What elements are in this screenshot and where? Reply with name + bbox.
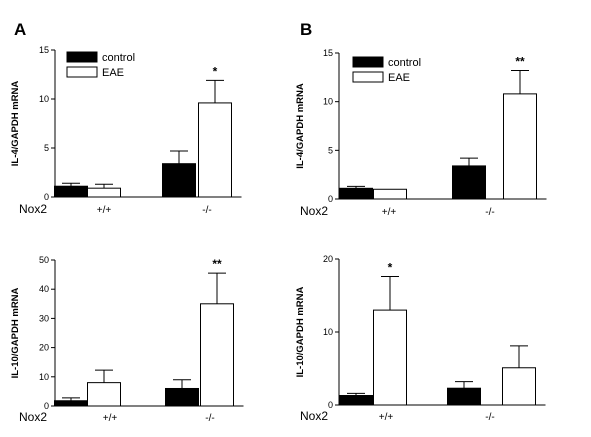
bar-eae-wt	[373, 188, 407, 200]
significance-marker: **	[515, 55, 525, 69]
legend-swatch	[352, 71, 384, 83]
legend-label: control	[388, 57, 421, 69]
category-label: -/-	[485, 412, 494, 423]
bar-eae-ko	[200, 303, 234, 407]
category-label: +/+	[103, 413, 118, 424]
legend-label: control	[102, 52, 135, 64]
y-tick-label: 15	[39, 45, 49, 55]
y-tick-label: 20	[323, 254, 333, 264]
legend-swatch	[66, 51, 98, 63]
panel-letter-b: B	[300, 20, 312, 39]
bar-eae-ko	[503, 93, 537, 200]
x-axis-label: Nox2	[300, 204, 328, 218]
category-label: +/+	[379, 412, 394, 423]
chart-panel-2: 0 5 10 15 IL-4/GAPDH mRNA ** Nox2 +/+ -/- control…	[295, 48, 547, 218]
category-label: -/-	[485, 207, 494, 218]
x-axis-label: Nox2	[300, 409, 328, 423]
y-axis-label: IL-10/GAPDH mRNA	[10, 287, 21, 378]
bar-control-ko	[162, 163, 196, 198]
bar-control-ko	[452, 165, 486, 200]
panel-letter-a: A	[14, 20, 26, 39]
bar-eae-wt	[373, 309, 407, 406]
y-tick-label: 20	[39, 343, 49, 353]
y-tick-label: 5	[328, 145, 333, 155]
significance-marker: *	[213, 64, 218, 78]
y-tick-label: 10	[323, 97, 333, 107]
y-tick-label: 50	[39, 255, 49, 265]
x-axis-label: Nox2	[19, 410, 47, 424]
y-tick-label: 10	[323, 327, 333, 337]
bar-eae-wt	[87, 187, 121, 198]
chart-panel-4: 0 10 20 IL-10/GAPDH mRNA * Nox2 +/+ -/-	[295, 254, 546, 423]
category-label: -/-	[205, 413, 214, 424]
bar-eae-ko	[198, 102, 232, 198]
bar-control-wt	[54, 400, 88, 407]
significance-marker: *	[388, 261, 393, 275]
chart-panel-1: 0 5 10 15 IL-4/GAPDH mRNA * Nox2 +/+ -/- control E…	[10, 45, 242, 216]
charts-container: 0 5 10 15 IL-4/GAPDH mRNA * Nox2 +/+ -/- control E…	[10, 45, 547, 424]
category-label: +/+	[97, 205, 112, 216]
y-tick-label: 40	[39, 284, 49, 294]
y-tick-label: 0	[44, 401, 49, 411]
bar-control-ko	[447, 387, 481, 406]
bar-eae-wt	[87, 382, 121, 407]
y-axis-label: IL-4/GAPDH mRNA	[295, 83, 306, 169]
x-axis-label: Nox2	[19, 202, 47, 216]
y-tick-label: 15	[323, 48, 333, 58]
category-label: -/-	[202, 205, 211, 216]
y-tick-label: 10	[39, 372, 49, 382]
legend-label: EAE	[102, 67, 124, 79]
category-label: +/+	[382, 207, 397, 218]
significance-marker: **	[212, 257, 222, 271]
legend-swatch	[66, 66, 98, 78]
y-tick-label: 0	[44, 192, 49, 202]
legend-swatch	[352, 56, 384, 68]
y-tick-label: 0	[328, 194, 333, 204]
y-axis-label: IL-4/GAPDH mRNA	[10, 81, 21, 167]
y-tick-label: 10	[39, 94, 49, 104]
y-tick-label: 30	[39, 313, 49, 323]
bar-eae-ko	[502, 367, 536, 406]
bar-control-wt	[54, 185, 88, 198]
y-tick-label: 0	[328, 400, 333, 410]
y-axis-label: IL-10/GAPDH mRNA	[295, 286, 306, 377]
bar-control-wt	[339, 187, 373, 200]
bar-control-ko	[165, 387, 199, 407]
chart-panel-3: 0 10 20 30 40 50 IL-10/GAPDH mRNA ** Nox2 +/+ -/-	[10, 255, 244, 424]
bar-control-wt	[339, 395, 373, 406]
y-tick-label: 5	[44, 143, 49, 153]
legend-label: EAE	[388, 72, 410, 84]
